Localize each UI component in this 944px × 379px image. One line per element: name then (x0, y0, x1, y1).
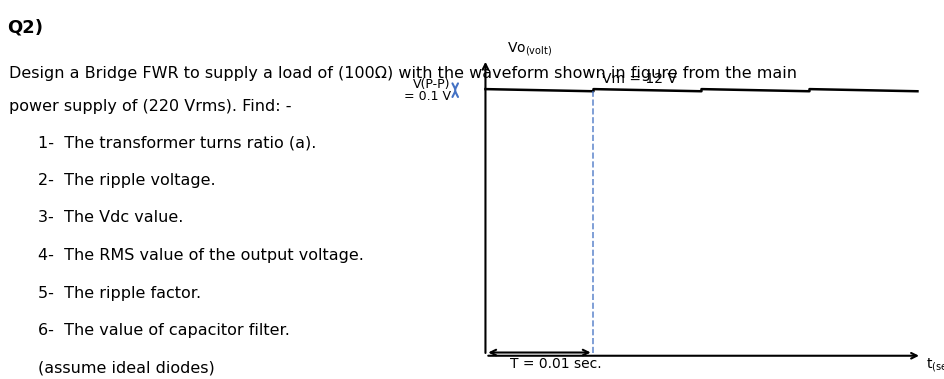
Text: 3-  The Vdc value.: 3- The Vdc value. (38, 210, 183, 226)
Text: T = 0.01 sec.: T = 0.01 sec. (510, 357, 600, 371)
Text: t$_{\mathregular{(sec.)}}$: t$_{\mathregular{(sec.)}}$ (925, 356, 944, 374)
Text: 2-  The ripple voltage.: 2- The ripple voltage. (38, 173, 215, 188)
Text: Vo$_{\mathregular{(volt)}}$: Vo$_{\mathregular{(volt)}}$ (507, 40, 551, 58)
Text: = 0.1 V: = 0.1 V (403, 90, 450, 103)
Text: Vm = 12 V: Vm = 12 V (601, 72, 676, 86)
Text: 5-  The ripple factor.: 5- The ripple factor. (38, 285, 201, 301)
Text: 4-  The RMS value of the output voltage.: 4- The RMS value of the output voltage. (38, 248, 363, 263)
Text: V(P-P): V(P-P) (413, 78, 450, 91)
Text: Q2): Q2) (8, 18, 43, 36)
Text: power supply of (220 Vrms). Find: -: power supply of (220 Vrms). Find: - (9, 99, 292, 114)
Text: (assume ideal diodes): (assume ideal diodes) (38, 361, 214, 376)
Text: Design a Bridge FWR to supply a load of (100Ω) with the waveform shown in figure: Design a Bridge FWR to supply a load of … (9, 66, 797, 81)
Text: 1-  The transformer turns ratio (a).: 1- The transformer turns ratio (a). (38, 135, 316, 150)
Text: 6-  The value of capacitor filter.: 6- The value of capacitor filter. (38, 323, 290, 338)
